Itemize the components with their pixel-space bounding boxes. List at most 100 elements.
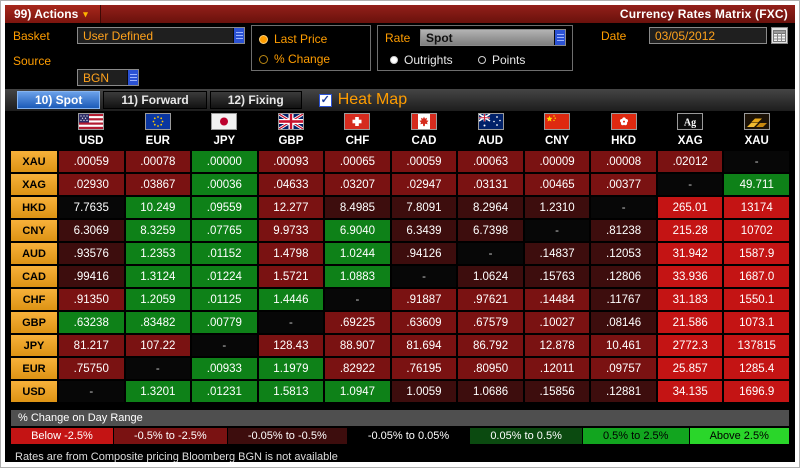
rate-cell-cny-jpy[interactable]: .07765 bbox=[192, 220, 257, 241]
rate-cell-usd-gbp[interactable]: 1.5813 bbox=[258, 381, 324, 402]
rate-cell-gbp-eur[interactable]: .83482 bbox=[125, 312, 191, 333]
rate-cell-chf-xag[interactable]: 31.183 bbox=[657, 289, 723, 310]
rate-cell-aud-eur[interactable]: 1.2353 bbox=[125, 243, 191, 264]
dropdown-handle-icon[interactable] bbox=[127, 70, 138, 85]
rate-cell-eur-eur[interactable]: - bbox=[125, 358, 191, 379]
row-label-usd[interactable]: USD bbox=[11, 381, 57, 402]
rate-cell-gbp-jpy[interactable]: .00779 bbox=[192, 312, 257, 333]
rate-cell-xau-eur[interactable]: .00078 bbox=[125, 151, 191, 172]
rate-cell-usd-cad[interactable]: 1.0059 bbox=[391, 381, 457, 402]
rate-cell-cny-eur[interactable]: 8.3259 bbox=[125, 220, 191, 241]
rate-cell-cad-xag[interactable]: 33.936 bbox=[657, 266, 723, 287]
rate-cell-gbp-aud[interactable]: .67579 bbox=[458, 312, 523, 333]
rate-cell-usd-xag[interactable]: 34.135 bbox=[657, 381, 723, 402]
rate-cell-eur-cny[interactable]: .12011 bbox=[524, 358, 590, 379]
rate-cell-jpy-cny[interactable]: 12.878 bbox=[524, 335, 590, 356]
rate-cell-eur-xau[interactable]: 1285.4 bbox=[724, 358, 789, 379]
rate-cell-cny-cny[interactable]: - bbox=[524, 220, 590, 241]
rate-cell-hkd-eur[interactable]: 10.249 bbox=[125, 197, 191, 218]
rate-cell-xag-jpy[interactable]: .00036 bbox=[192, 174, 257, 195]
rate-cell-cny-gbp[interactable]: 9.9733 bbox=[258, 220, 324, 241]
rate-cell-cny-hkd[interactable]: .81238 bbox=[591, 220, 656, 241]
rate-cell-hkd-xag[interactable]: 265.01 bbox=[657, 197, 723, 218]
rate-cell-hkd-usd[interactable]: 7.7635 bbox=[59, 197, 124, 218]
rate-cell-xag-cad[interactable]: .02947 bbox=[391, 174, 457, 195]
rate-cell-aud-hkd[interactable]: .12053 bbox=[591, 243, 656, 264]
row-label-xau[interactable]: XAU bbox=[11, 151, 57, 172]
rate-cell-jpy-usd[interactable]: 81.217 bbox=[59, 335, 124, 356]
rate-cell-aud-aud[interactable]: - bbox=[458, 243, 523, 264]
rate-cell-gbp-chf[interactable]: .69225 bbox=[325, 312, 390, 333]
rate-cell-eur-jpy[interactable]: .00933 bbox=[192, 358, 257, 379]
rate-cell-eur-xag[interactable]: 25.857 bbox=[657, 358, 723, 379]
rate-cell-gbp-cad[interactable]: .63609 bbox=[391, 312, 457, 333]
rate-cell-xau-aud[interactable]: .00063 bbox=[458, 151, 523, 172]
rate-cell-gbp-cny[interactable]: .10027 bbox=[524, 312, 590, 333]
rate-cell-gbp-xag[interactable]: 21.586 bbox=[657, 312, 723, 333]
rate-cell-usd-xau[interactable]: 1696.9 bbox=[724, 381, 789, 402]
rate-cell-hkd-jpy[interactable]: .09559 bbox=[192, 197, 257, 218]
rate-cell-aud-xau[interactable]: 1587.9 bbox=[724, 243, 789, 264]
rate-cell-eur-aud[interactable]: .80950 bbox=[458, 358, 523, 379]
rate-cell-aud-gbp[interactable]: 1.4798 bbox=[258, 243, 324, 264]
row-label-jpy[interactable]: JPY bbox=[11, 335, 57, 356]
rate-cell-hkd-cad[interactable]: 7.8091 bbox=[391, 197, 457, 218]
row-label-cad[interactable]: CAD bbox=[11, 266, 57, 287]
row-label-xag[interactable]: XAG bbox=[11, 174, 57, 195]
actions-menu-button[interactable]: 99) Actions ▾ bbox=[5, 5, 101, 23]
rate-cell-chf-chf[interactable]: - bbox=[325, 289, 390, 310]
rate-cell-usd-cny[interactable]: .15856 bbox=[524, 381, 590, 402]
dropdown-handle-icon[interactable] bbox=[554, 30, 565, 45]
rate-cell-xau-usd[interactable]: .00059 bbox=[59, 151, 124, 172]
rate-cell-cad-jpy[interactable]: .01224 bbox=[192, 266, 257, 287]
rate-cell-xau-cad[interactable]: .00059 bbox=[391, 151, 457, 172]
rate-cell-hkd-xau[interactable]: 13174 bbox=[724, 197, 789, 218]
rate-cell-hkd-chf[interactable]: 8.4985 bbox=[325, 197, 390, 218]
rate-cell-gbp-usd[interactable]: .63238 bbox=[59, 312, 124, 333]
rate-cell-cad-gbp[interactable]: 1.5721 bbox=[258, 266, 324, 287]
rate-cell-hkd-hkd[interactable]: - bbox=[591, 197, 656, 218]
source-dropdown[interactable]: BGN bbox=[77, 69, 139, 86]
rate-cell-aud-usd[interactable]: .93576 bbox=[59, 243, 124, 264]
radio-points[interactable]: Points bbox=[478, 53, 525, 67]
rate-cell-hkd-aud[interactable]: 8.2964 bbox=[458, 197, 523, 218]
rate-cell-usd-chf[interactable]: 1.0947 bbox=[325, 381, 390, 402]
rate-cell-hkd-cny[interactable]: 1.2310 bbox=[524, 197, 590, 218]
rate-cell-cny-cad[interactable]: 6.3439 bbox=[391, 220, 457, 241]
rate-cell-jpy-jpy[interactable]: - bbox=[192, 335, 257, 356]
tab-10-spot[interactable]: 10) Spot bbox=[17, 91, 101, 109]
rate-cell-aud-xag[interactable]: 31.942 bbox=[657, 243, 723, 264]
basket-dropdown[interactable]: User Defined bbox=[77, 27, 245, 44]
rate-cell-xau-xag[interactable]: .02012 bbox=[657, 151, 723, 172]
rate-cell-chf-jpy[interactable]: .01125 bbox=[192, 289, 257, 310]
tab-12-fixing[interactable]: 12) Fixing bbox=[209, 91, 302, 109]
row-label-eur[interactable]: EUR bbox=[11, 358, 57, 379]
rate-cell-jpy-gbp[interactable]: 128.43 bbox=[258, 335, 324, 356]
rate-dropdown[interactable]: Spot bbox=[420, 29, 566, 46]
rate-cell-cny-xag[interactable]: 215.28 bbox=[657, 220, 723, 241]
rate-cell-xag-aud[interactable]: .03131 bbox=[458, 174, 523, 195]
row-label-hkd[interactable]: HKD bbox=[11, 197, 57, 218]
rate-cell-xag-chf[interactable]: .03207 bbox=[325, 174, 390, 195]
rate-cell-chf-xau[interactable]: 1550.1 bbox=[724, 289, 789, 310]
rate-cell-chf-hkd[interactable]: .11767 bbox=[591, 289, 656, 310]
rate-cell-xau-jpy[interactable]: .00000 bbox=[192, 151, 257, 172]
rate-cell-usd-eur[interactable]: 1.3201 bbox=[125, 381, 191, 402]
rate-cell-chf-eur[interactable]: 1.2059 bbox=[125, 289, 191, 310]
rate-cell-xag-xag[interactable]: - bbox=[657, 174, 723, 195]
rate-cell-xag-usd[interactable]: .02930 bbox=[59, 174, 124, 195]
rate-cell-xag-xau[interactable]: 49.711 bbox=[724, 174, 789, 195]
rate-cell-jpy-hkd[interactable]: 10.461 bbox=[591, 335, 656, 356]
rate-cell-xau-hkd[interactable]: .00008 bbox=[591, 151, 656, 172]
rate-cell-xau-gbp[interactable]: .00093 bbox=[258, 151, 324, 172]
rate-cell-xag-eur[interactable]: .03867 bbox=[125, 174, 191, 195]
rate-cell-xag-hkd[interactable]: .00377 bbox=[591, 174, 656, 195]
rate-cell-hkd-gbp[interactable]: 12.277 bbox=[258, 197, 324, 218]
date-field[interactable]: 03/05/2012 bbox=[649, 27, 767, 44]
rate-cell-cad-chf[interactable]: 1.0883 bbox=[325, 266, 390, 287]
rate-cell-eur-usd[interactable]: .75750 bbox=[59, 358, 124, 379]
rate-cell-jpy-chf[interactable]: 88.907 bbox=[325, 335, 390, 356]
rate-cell-cad-xau[interactable]: 1687.0 bbox=[724, 266, 789, 287]
rate-cell-xag-cny[interactable]: .00465 bbox=[524, 174, 590, 195]
row-label-aud[interactable]: AUD bbox=[11, 243, 57, 264]
